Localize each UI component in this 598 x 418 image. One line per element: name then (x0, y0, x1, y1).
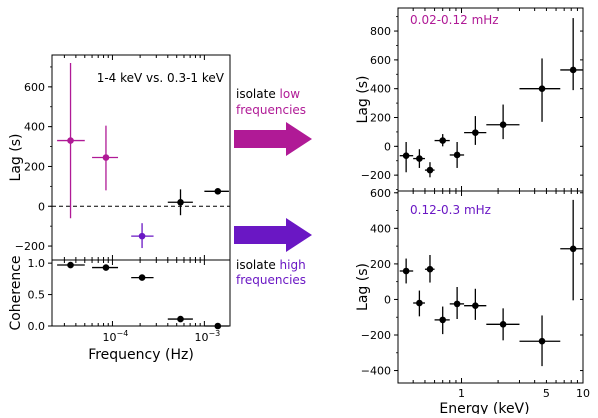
plot-frame (397, 7, 584, 192)
y-tick-label: −200 (361, 329, 391, 342)
y-tick-label: 600 (370, 54, 391, 67)
y-tick-label: 0 (38, 200, 45, 213)
data-point (177, 198, 184, 206)
high-frequency-callout: isolate high frequencies (234, 218, 312, 287)
lag-frequency-panel: −200 0 200 400 600 Lag (s) 1-4 keV vs. 0.3-1 k… (8, 54, 231, 261)
plot-frame (397, 190, 584, 384)
y-tick-label: 200 (24, 160, 45, 173)
high-callout-line1: isolate high (236, 258, 306, 272)
low-callout-prefix: isolate (236, 87, 280, 101)
data-point (453, 300, 461, 308)
y-tick-label: 400 (370, 83, 391, 96)
low-callout-line2: frequencies (236, 103, 306, 117)
data-point (214, 322, 222, 330)
y-tick-label: −400 (361, 365, 391, 378)
y-tick-label: 1.0 (28, 257, 46, 270)
data-point (538, 85, 546, 92)
x-tick-label: 5 (543, 387, 550, 400)
high-callout-line2: frequencies (236, 273, 306, 287)
data-point (538, 337, 546, 345)
data-point (214, 188, 222, 195)
y-axis-label: Lag (s) (355, 76, 371, 124)
plot-frame (51, 54, 231, 261)
data-point (138, 274, 146, 281)
data-point (569, 245, 577, 253)
data-point (569, 66, 577, 74)
data-point (499, 121, 507, 129)
data-point (138, 232, 146, 240)
data-point (416, 155, 423, 162)
data-point (67, 261, 74, 269)
right-arrow-icon (234, 218, 312, 252)
data-point (472, 129, 479, 136)
low-frequency-lag-energy-panel: −200 0 200 400 600 800 Lag (s) 0.02-0.12 mHz (355, 7, 584, 192)
y-tick-label: 600 (370, 187, 391, 200)
y-tick-label: 0.0 (28, 320, 46, 333)
x-tick-label: 10 (576, 387, 590, 400)
data-point (402, 152, 410, 159)
data-point (499, 321, 507, 328)
high-callout-colored: high (280, 258, 306, 272)
data-point (426, 265, 434, 273)
y-tick-label: 400 (24, 121, 45, 134)
x-tick-label: 10−3 (194, 329, 220, 344)
low-callout-colored: low (280, 87, 301, 101)
data-point (416, 299, 423, 307)
y-axis-label: Lag (s) (8, 134, 24, 182)
data-point (426, 166, 434, 174)
data-point (102, 264, 110, 271)
high-callout-prefix: isolate (236, 258, 280, 272)
x-tick-label: 1 (458, 387, 465, 400)
data-point (453, 151, 461, 159)
y-tick-label: 200 (370, 258, 391, 271)
data-point (67, 137, 74, 144)
y-axis-label: Lag (s) (355, 263, 371, 311)
high-frequency-lag-energy-panel: −400 −200 0 200 400 600 Lag (s) 0.12-0.3 mHz 1 5 1… (355, 187, 590, 417)
data-point (402, 267, 410, 275)
low-callout-line1: isolate low (236, 87, 300, 101)
x-axis-label: Frequency (Hz) (88, 347, 194, 363)
x-tick-label: 10−4 (103, 329, 129, 344)
x-axis-label: Energy (keV) (439, 401, 529, 414)
y-tick-label: −200 (15, 240, 45, 253)
panel-annotation: 0.02-0.12 mHz (410, 13, 499, 27)
y-tick-label: 600 (24, 81, 45, 94)
data-point (102, 154, 110, 161)
y-tick-label: 0 (384, 293, 391, 306)
plot-frame (51, 259, 231, 327)
y-axis-label: Coherence (8, 255, 24, 330)
y-tick-label: 800 (370, 25, 391, 38)
panel-annotation: 1-4 keV vs. 0.3-1 keV (97, 71, 225, 85)
y-tick-label: 400 (370, 222, 391, 235)
y-tick-label: −200 (361, 169, 391, 182)
y-tick-label: 0 (384, 140, 391, 153)
right-arrow-icon (234, 122, 312, 156)
y-tick-label: 200 (370, 112, 391, 125)
panel-annotation: 0.12-0.3 mHz (410, 203, 491, 217)
y-tick-label: 0.5 (28, 289, 46, 302)
data-point (177, 315, 184, 323)
data-point (439, 137, 447, 144)
data-point (472, 302, 479, 309)
low-frequency-callout: isolate low frequencies (234, 87, 312, 156)
data-point (439, 316, 447, 324)
